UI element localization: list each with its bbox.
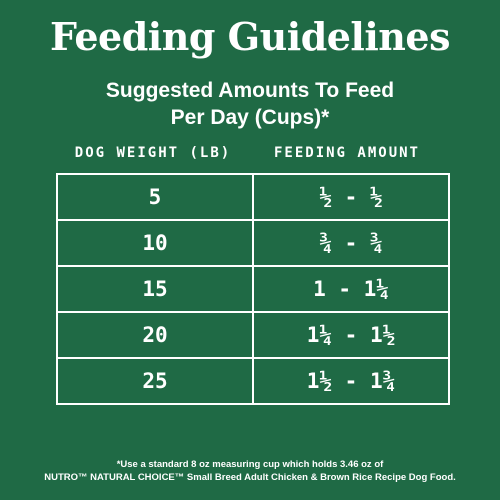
subtitle-line-1: Suggested Amounts To Feed xyxy=(105,79,395,102)
table-row: 25 1½ - 1¾ xyxy=(56,357,450,405)
subtitle: Suggested Amounts To Feed Per Day (Cups)… xyxy=(0,77,500,131)
weight-cell: 25 xyxy=(56,357,254,405)
amount-cell: 1 - 1¼ xyxy=(252,265,450,313)
table-row: 10 ¾ - ¾ xyxy=(56,219,450,267)
weight-cell: 10 xyxy=(56,219,254,267)
table-row: 5 ½ - ½ xyxy=(56,173,450,221)
feeding-table: 5 ½ - ½ 10 ¾ - ¾ 15 1 - 1¼ 20 1¼ - 1½ 25… xyxy=(56,173,450,405)
weight-cell: 15 xyxy=(56,265,254,313)
subtitle-line-2: Per Day (Cups)* xyxy=(170,106,330,129)
footnote: *Use a standard 8 oz measuring cup which… xyxy=(0,458,500,484)
weight-cell: 5 xyxy=(56,173,254,221)
table-row: 20 1¼ - 1½ xyxy=(56,311,450,359)
amount-cell: 1¼ - 1½ xyxy=(252,311,450,359)
footnote-line-2: NUTRO™ NATURAL CHOICE™ Small Breed Adult… xyxy=(44,472,456,483)
column-header-feeding-amount: FEEDING AMOUNT xyxy=(273,145,420,161)
weight-cell: 20 xyxy=(56,311,254,359)
amount-cell: 1½ - 1¾ xyxy=(252,357,450,405)
column-header-dog-weight: DOG WEIGHT (LB) xyxy=(74,145,232,161)
table-row: 15 1 - 1¼ xyxy=(56,265,450,313)
amount-cell: ½ - ½ xyxy=(252,173,450,221)
page-title: Feeding Guidelines xyxy=(49,14,451,59)
footnote-line-1: *Use a standard 8 oz measuring cup which… xyxy=(116,459,384,470)
table-header: DOG WEIGHT (LB) FEEDING AMOUNT xyxy=(56,145,444,167)
amount-cell: ¾ - ¾ xyxy=(252,219,450,267)
